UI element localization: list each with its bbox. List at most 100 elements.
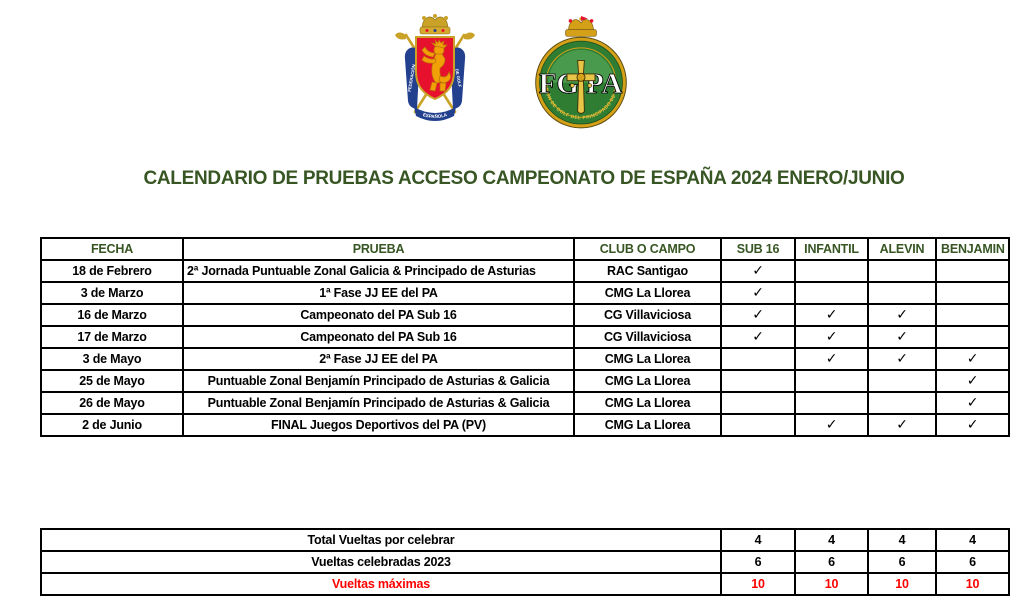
table-row: 2 de Junio FINAL Juegos Deportivos del P… xyxy=(40,413,1010,437)
cell-check-infantil xyxy=(794,281,869,305)
rfeg-logo-icon: ESPAÑOLA FEDERACIÓN DE GOLF xyxy=(395,14,475,121)
cell-check-alevin xyxy=(867,259,937,283)
summary-label: Total Vueltas por celebrar xyxy=(40,528,722,552)
cell-club: CG Villaviciosa xyxy=(573,303,722,327)
cell-club: CMG La Llorea xyxy=(573,369,722,393)
cell-check-infantil: ✓ xyxy=(794,303,869,327)
header-club: CLUB O CAMPO xyxy=(573,237,722,261)
cell-prueba: FINAL Juegos Deportivos del PA (PV) xyxy=(182,413,575,437)
cell-check-benjamin: ✓ xyxy=(935,347,1010,371)
cell-check-alevin xyxy=(867,281,937,305)
cell-check-benjamin: ✓ xyxy=(935,369,1010,393)
rfeg-ribbon-left-text: FEDERACIÓN xyxy=(407,64,417,92)
cell-fecha: 3 de Marzo xyxy=(40,281,184,305)
rfeg-ribbon-right-text: DE GOLF xyxy=(454,68,462,88)
cell-check-benjamin xyxy=(935,259,1010,283)
table-row: 26 de Mayo Puntuable Zonal Benjamín Prin… xyxy=(40,391,1010,415)
calendar-table: FECHA PRUEBA CLUB O CAMPO SUB 16 INFANTI… xyxy=(40,237,1010,437)
cell-check-infantil: ✓ xyxy=(794,325,869,349)
cell-prueba: Campeonato del PA Sub 16 xyxy=(182,325,575,349)
summary-row: Total Vueltas por celebrar 4 4 4 4 xyxy=(40,528,1010,552)
logo-row: ESPAÑOLA FEDERACIÓN DE GOLF FEDERACIÓN D… xyxy=(0,12,1024,130)
cell-prueba: 2ª Jornada Puntuable Zonal Galicia & Pri… xyxy=(182,259,575,283)
summary-value-sub16: 10 xyxy=(720,572,796,596)
cell-check-infantil xyxy=(794,259,869,283)
lion-emblem xyxy=(421,38,451,92)
table-row: 3 de Marzo 1ª Fase JJ EE del PA CMG La L… xyxy=(40,281,1010,305)
summary-label: Vueltas máximas xyxy=(40,572,722,596)
cell-club: CMG La Llorea xyxy=(573,281,722,305)
summary-label: Vueltas celebradas 2023 xyxy=(40,550,722,574)
header-fecha: FECHA xyxy=(40,237,184,261)
cell-check-alevin: ✓ xyxy=(867,303,937,327)
cell-fecha: 3 de Mayo xyxy=(40,347,184,371)
cell-fecha: 17 de Marzo xyxy=(40,325,184,349)
cell-check-alevin xyxy=(867,391,937,415)
cell-check-infantil xyxy=(794,369,869,393)
cell-check-alevin: ✓ xyxy=(867,413,937,437)
summary-value-alevin: 6 xyxy=(867,550,937,574)
page-title: CALENDARIO DE PRUEBAS ACCESO CAMPEONATO … xyxy=(143,168,905,189)
rfeg-ribbon-bottom-text: ESPAÑOLA xyxy=(422,112,448,119)
table-row: 25 de Mayo Puntuable Zonal Benjamín Prin… xyxy=(40,369,1010,393)
cell-club: CG Villaviciosa xyxy=(573,325,722,349)
cell-check-infantil xyxy=(794,391,869,415)
cell-check-benjamin xyxy=(935,303,1010,327)
cell-prueba: Puntuable Zonal Benjamín Principado de A… xyxy=(182,369,575,393)
header-alevin: ALEVIN xyxy=(867,237,937,261)
cell-fecha: 2 de Junio xyxy=(40,413,184,437)
cell-check-sub16 xyxy=(720,391,796,415)
cell-fecha: 25 de Mayo xyxy=(40,369,184,393)
cell-check-sub16 xyxy=(720,347,796,371)
cell-check-infantil: ✓ xyxy=(794,347,869,371)
cell-club: CMG La Llorea xyxy=(573,391,722,415)
calendar-header-row: FECHA PRUEBA CLUB O CAMPO SUB 16 INFANTI… xyxy=(40,237,1010,261)
victory-cross xyxy=(566,59,596,114)
summary-value-benjamin: 10 xyxy=(935,572,1010,596)
summary-value-sub16: 4 xyxy=(720,528,796,552)
summary-value-infantil: 6 xyxy=(794,550,869,574)
summary-value-alevin: 4 xyxy=(867,528,937,552)
cell-check-sub16: ✓ xyxy=(720,259,796,283)
cell-check-sub16: ✓ xyxy=(720,303,796,327)
summary-value-infantil: 4 xyxy=(794,528,869,552)
cell-club: RAC Santigao xyxy=(573,259,722,283)
cell-check-benjamin: ✓ xyxy=(935,391,1010,415)
table-row: 3 de Mayo 2ª Fase JJ EE del PA CMG La Ll… xyxy=(40,347,1010,371)
summary-value-benjamin: 6 xyxy=(935,550,1010,574)
cell-prueba: 1ª Fase JJ EE del PA xyxy=(182,281,575,305)
cell-check-alevin: ✓ xyxy=(867,347,937,371)
header-infantil: INFANTIL xyxy=(794,237,869,261)
cell-check-benjamin xyxy=(935,325,1010,349)
cell-prueba: Puntuable Zonal Benjamín Principado de A… xyxy=(182,391,575,415)
cell-check-sub16: ✓ xyxy=(720,325,796,349)
cell-prueba: 2ª Fase JJ EE del PA xyxy=(182,347,575,371)
summary-row-max: Vueltas máximas 10 10 10 10 xyxy=(40,572,1010,596)
cell-check-benjamin: ✓ xyxy=(935,413,1010,437)
cell-check-sub16: ✓ xyxy=(720,281,796,305)
fgpa-logo-icon: FEDERACIÓN DE GOLF DEL PRINCIPADO DE AST… xyxy=(527,12,627,129)
cell-prueba: Campeonato del PA Sub 16 xyxy=(182,303,575,327)
svg-text:ESPAÑOLA: ESPAÑOLA xyxy=(422,112,448,119)
summary-table: Total Vueltas por celebrar 4 4 4 4 Vuelt… xyxy=(40,528,1010,596)
cell-fecha: 16 de Marzo xyxy=(40,303,184,327)
summary-row: Vueltas celebradas 2023 6 6 6 6 xyxy=(40,550,1010,574)
cell-check-sub16 xyxy=(720,413,796,437)
header-prueba: PRUEBA xyxy=(182,237,575,261)
cell-check-sub16 xyxy=(720,369,796,393)
table-row: 18 de Febrero 2ª Jornada Puntuable Zonal… xyxy=(40,259,1010,283)
header-sub16: SUB 16 xyxy=(720,237,796,261)
cell-fecha: 26 de Mayo xyxy=(40,391,184,415)
cell-check-alevin xyxy=(867,369,937,393)
fgpa-letters-right: PA xyxy=(586,68,623,100)
cell-club: CMG La Llorea xyxy=(573,413,722,437)
cell-check-alevin: ✓ xyxy=(867,325,937,349)
summary-value-alevin: 10 xyxy=(867,572,937,596)
cell-fecha: 18 de Febrero xyxy=(40,259,184,283)
cell-check-infantil: ✓ xyxy=(794,413,869,437)
header-benjamin: BENJAMIN xyxy=(935,237,1010,261)
summary-value-infantil: 10 xyxy=(794,572,869,596)
cell-club: CMG La Llorea xyxy=(573,347,722,371)
table-row: 16 de Marzo Campeonato del PA Sub 16 CG … xyxy=(40,303,1010,327)
